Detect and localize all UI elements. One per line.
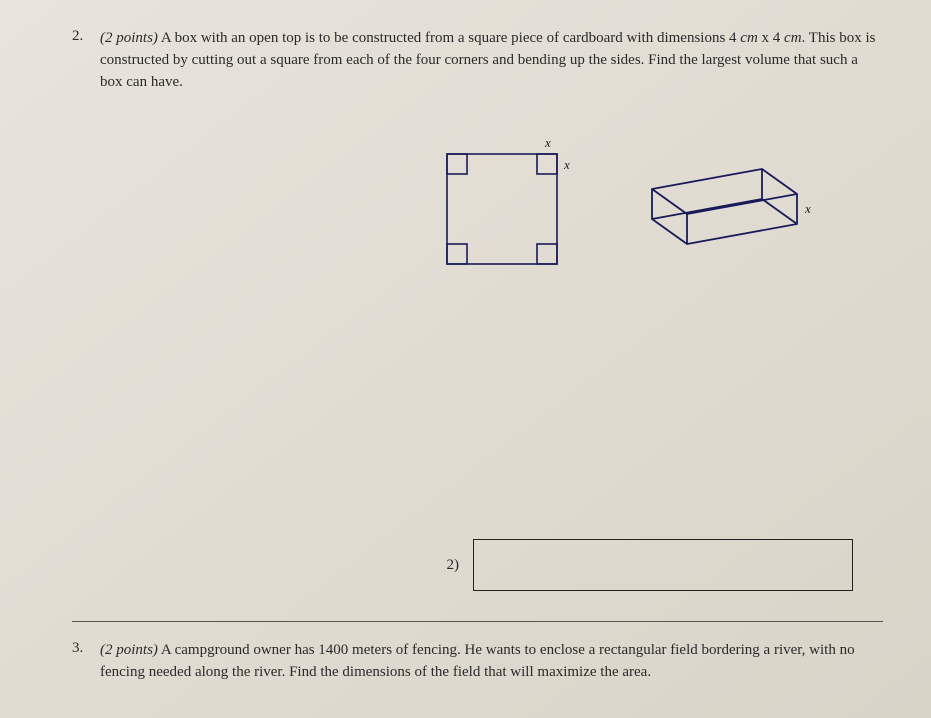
problem-2-text-1: A box with an open top is to be construc… — [158, 30, 740, 46]
problem-2-text-2: x 4 — [758, 30, 784, 46]
label-x-right: x — [563, 157, 570, 172]
problem-2-body: (2 points) A box with an open top is to … — [100, 28, 883, 93]
problem-2-diagrams: x x x — [432, 129, 883, 279]
page-container: 2. (2 points) A box with an open top is … — [0, 0, 931, 714]
problem-2-answer-row: 2) — [72, 539, 883, 591]
problem-2-unit-2: cm — [784, 30, 802, 46]
problem-2-number: 2. — [72, 28, 100, 93]
square-cutout-diagram: x x — [432, 129, 582, 279]
problem-3-text: A campground owner has 1400 meters of fe… — [100, 642, 855, 680]
problem-2-points: (2 points) — [100, 30, 158, 46]
problem-3-body: (2 points) A campground owner has 1400 m… — [100, 640, 883, 684]
problem-3-number: 3. — [72, 640, 100, 684]
problem-2-answer-label: 2) — [447, 557, 460, 574]
problem-2-unit-1: cm — [740, 30, 758, 46]
problem-3: 3. (2 points) A campground owner has 140… — [72, 640, 883, 684]
open-box-diagram: x — [622, 139, 822, 269]
problem-2-answer-box[interactable] — [473, 539, 853, 591]
problem-3-points: (2 points) — [100, 642, 158, 658]
problem-2: 2. (2 points) A box with an open top is … — [72, 28, 883, 93]
label-x-top: x — [544, 135, 551, 150]
problem-divider — [72, 621, 883, 622]
label-x-box: x — [804, 201, 811, 216]
